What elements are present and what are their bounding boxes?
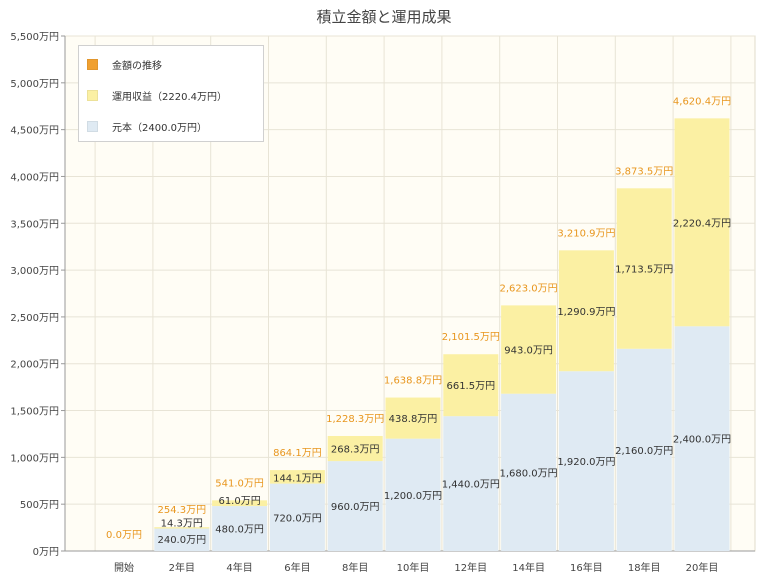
- y-tick-label: 4,500万円: [10, 126, 59, 137]
- data-label-principal: 480.0万円: [215, 525, 264, 536]
- bar-principal: [443, 416, 499, 551]
- x-tick-label: 開始: [114, 561, 134, 574]
- data-label-total: 0.0万円: [106, 530, 142, 541]
- legend: 金額の推移 運用収益（2220.4万円） 元本（2400.0万円）: [78, 45, 264, 142]
- legend-swatch-total: [87, 58, 98, 70]
- bar-returns: [501, 305, 557, 394]
- data-label-returns: 661.5万円: [446, 381, 495, 392]
- bar-principal: [212, 506, 268, 551]
- data-label-total: 1,638.8万円: [384, 376, 442, 387]
- legend-swatch-principal: [87, 120, 98, 132]
- data-label-returns: 2,220.4万円: [673, 218, 731, 229]
- x-tick-label: 16年目: [570, 561, 603, 574]
- data-label-principal: 1,200.0万円: [384, 491, 442, 502]
- data-label-returns: 438.8万円: [389, 414, 438, 425]
- data-label-total: 2,101.5万円: [442, 332, 500, 343]
- bar-returns: [558, 250, 614, 372]
- legend-item-returns: 運用収益（2220.4万円）: [87, 87, 227, 103]
- bar-principal: [674, 326, 730, 551]
- data-label-principal: 1,440.0万円: [442, 480, 500, 491]
- y-tick-label: 5,500万円: [10, 32, 59, 43]
- y-tick-label: 2,000万円: [10, 360, 59, 371]
- legend-label-total: 金額の推移: [112, 60, 162, 72]
- bar-principal: [501, 393, 557, 551]
- data-label-total: 2,623.0万円: [500, 283, 558, 294]
- y-tick-label: 5,000万円: [10, 79, 59, 90]
- bar-principal: [385, 438, 441, 551]
- data-label-principal: 720.0万円: [273, 513, 322, 524]
- legend-item-total: 金額の推移: [87, 56, 162, 72]
- data-label-returns: 1,290.9万円: [557, 307, 615, 318]
- bar-returns: [154, 527, 210, 529]
- x-tick-label: 12年目: [454, 561, 487, 574]
- data-label-total: 254.3万円: [157, 505, 206, 516]
- bar-returns: [616, 188, 672, 349]
- data-label-returns: 268.3万円: [331, 445, 380, 456]
- bar-returns: [674, 118, 730, 327]
- data-label-returns: 943.0万円: [504, 346, 553, 357]
- y-tick-label: 1,500万円: [10, 407, 59, 418]
- y-tick-label: 3,000万円: [10, 266, 59, 277]
- bar-principal: [558, 371, 614, 551]
- data-label-returns: 144.1万円: [273, 474, 322, 485]
- data-label-principal: 1,920.0万円: [557, 457, 615, 468]
- bar-returns: [385, 397, 441, 439]
- data-label-returns: 14.3万円: [161, 519, 203, 530]
- y-tick-label: 3,500万円: [10, 219, 59, 230]
- data-label-returns: 1,713.5万円: [615, 265, 673, 276]
- bar-returns: [212, 500, 268, 507]
- data-label-total: 4,620.4万円: [673, 96, 731, 107]
- x-tick-label: 8年目: [342, 561, 368, 574]
- x-tick-label: 14年目: [512, 561, 545, 574]
- x-tick-label: 2年目: [169, 561, 195, 574]
- data-label-principal: 2,400.0万円: [673, 435, 731, 446]
- data-label-total: 864.1万円: [273, 448, 322, 459]
- x-tick-label: 20年目: [686, 561, 719, 574]
- x-tick-label: 6年目: [284, 561, 310, 574]
- data-label-returns: 61.0万円: [218, 496, 260, 507]
- data-label-principal: 960.0万円: [331, 502, 380, 513]
- y-tick-label: 0万円: [33, 547, 59, 558]
- legend-swatch-returns: [87, 89, 98, 101]
- data-label-total: 1,228.3万円: [326, 414, 384, 425]
- legend-label-principal: 元本（2400.0万円）: [112, 122, 207, 134]
- data-label-principal: 1,680.0万円: [500, 468, 558, 479]
- x-tick-label: 18年目: [628, 561, 661, 574]
- data-label-total: 541.0万円: [215, 478, 264, 489]
- x-tick-label: 10年目: [397, 561, 430, 574]
- data-label-principal: 2,160.0万円: [615, 446, 673, 457]
- bar-returns: [443, 354, 499, 417]
- bar-principal: [154, 528, 210, 551]
- y-tick-label: 1,000万円: [10, 453, 59, 464]
- bar-principal: [269, 483, 325, 551]
- chart-title: 積立金額と運用成果: [316, 8, 452, 26]
- data-label-principal: 240.0万円: [157, 535, 206, 546]
- bar-principal: [327, 461, 383, 551]
- legend-label-returns: 運用収益（2220.4万円）: [112, 91, 227, 103]
- data-label-total: 3,873.5万円: [615, 166, 673, 177]
- x-tick-label: 4年目: [226, 561, 252, 574]
- legend-item-principal: 元本（2400.0万円）: [87, 118, 207, 134]
- y-tick-label: 2,500万円: [10, 313, 59, 324]
- y-tick-label: 500万円: [20, 500, 59, 511]
- bar-returns: [327, 435, 383, 462]
- bar-returns: [269, 470, 325, 484]
- bar-principal: [616, 348, 672, 551]
- y-tick-label: 4,000万円: [10, 172, 59, 183]
- data-label-total: 3,210.9万円: [557, 228, 615, 239]
